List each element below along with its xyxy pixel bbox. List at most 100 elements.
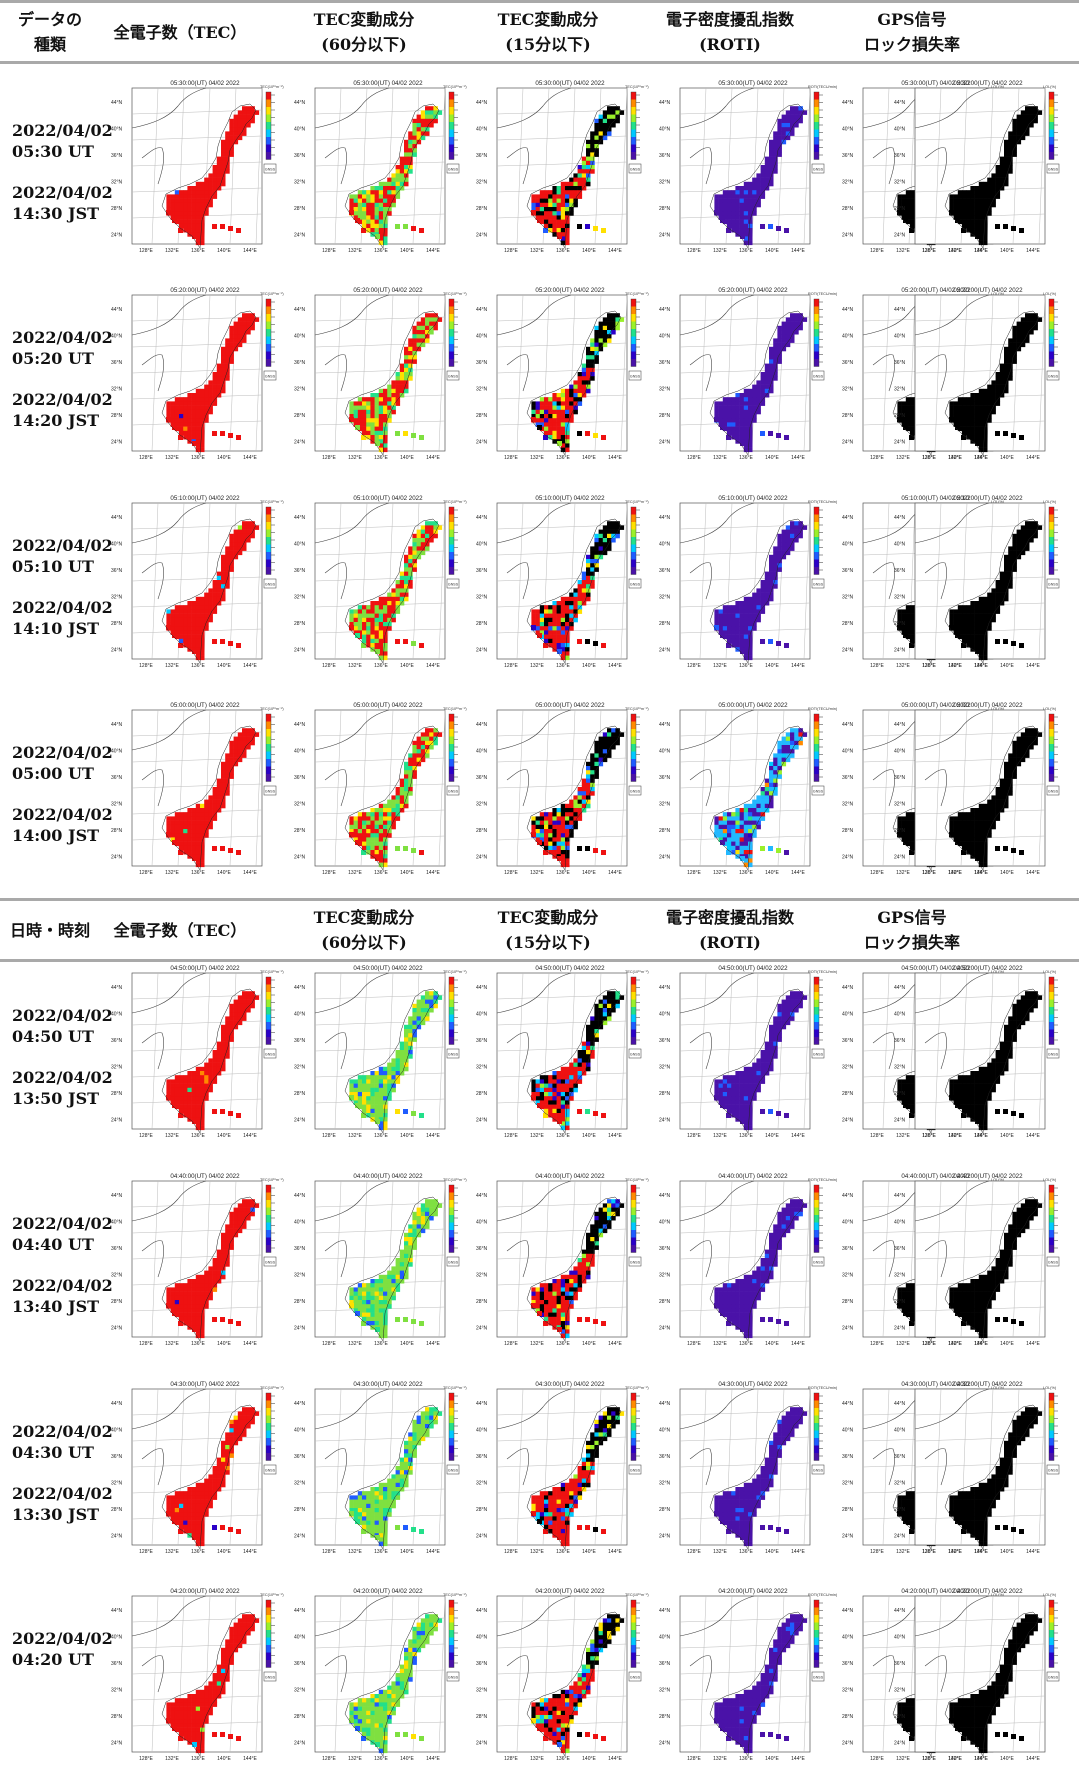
map-frame (680, 503, 810, 663)
lat-label: 28°N (111, 1714, 123, 1720)
lon-label: 144°E (1026, 1133, 1040, 1139)
column-header-text: 電子密度擾乱指数 (666, 905, 794, 930)
lat-label: 40°N (894, 1428, 906, 1434)
colorbar-unit: LOL(%) (1043, 1386, 1057, 1390)
colorbar: TEC(10¹⁶m⁻²)GNSS (625, 970, 649, 1058)
lon-label: 140°E (582, 870, 596, 876)
lat-label: 24°N (294, 855, 306, 861)
map-timestamp: 05:00:00(UT) 04/02 2022 (170, 702, 240, 709)
lat-label: 36°N (111, 360, 123, 366)
map-timestamp: 05:20:00(UT) 04/02 2022 (953, 287, 1023, 294)
lat-label: 36°N (659, 1246, 671, 1252)
column-header-text: 全電子数（TEC） (114, 20, 247, 45)
colorbar-unit: LOL(%) (1043, 707, 1057, 711)
ut-time: 05:00 UT (12, 763, 113, 784)
lat-label: 40°N (842, 749, 854, 755)
lat-label: 36°N (894, 360, 906, 366)
gnss-logo: GNSS (448, 1053, 459, 1057)
lon-label: 132°E (530, 1756, 544, 1762)
column-header-text: 全電子数（TEC） (114, 918, 247, 943)
map-timestamp: 05:00:00(UT) 04/02 2022 (718, 702, 788, 709)
column-header-1: 日時・時刻 (0, 901, 100, 959)
lat-label: 24°N (659, 233, 671, 239)
lon-label: 140°E (765, 1549, 779, 1555)
colorbar: ROTI(TECU/min)GNSS (808, 707, 838, 795)
colorbar: TEC(10¹⁶m⁻²)GNSS (443, 500, 467, 588)
lat-label: 24°N (842, 233, 854, 239)
lon-label: 128°E (139, 248, 153, 254)
lat-label: 28°N (294, 1714, 306, 1720)
lon-label: 140°E (582, 1756, 596, 1762)
column-header-text: (ROTI) (699, 930, 761, 955)
lat-label: 44°N (659, 1608, 671, 1614)
ionosphere-map: 04:40:00(UT) 04/02 202244°N40°N36°N32°N2… (110, 1171, 290, 1353)
lat-label: 24°N (659, 1741, 671, 1747)
lon-label: 140°E (582, 1549, 596, 1555)
lon-label: 140°E (400, 455, 414, 461)
lat-label: 24°N (294, 1534, 306, 1540)
lat-label: 44°N (842, 515, 854, 521)
lat-label: 36°N (476, 1038, 488, 1044)
lon-label: 128°E (922, 1549, 936, 1555)
lon-label: 136°E (739, 1756, 753, 1762)
lon-label: 136°E (191, 455, 205, 461)
lat-label: 24°N (294, 648, 306, 654)
ut-date: 2022/04/02 (12, 1421, 113, 1442)
lon-label: 132°E (948, 1341, 962, 1347)
lat-label: 24°N (894, 1741, 906, 1747)
lat-label: 40°N (294, 1012, 306, 1018)
lat-label: 40°N (111, 127, 123, 133)
colorbar: LOL(%)GNSS (1043, 500, 1059, 588)
gnss-logo: GNSS (265, 1676, 276, 1680)
lon-label: 140°E (1000, 870, 1014, 876)
lon-label: 132°E (165, 455, 179, 461)
lat-label: 44°N (476, 985, 488, 991)
lat-label: 40°N (476, 1220, 488, 1226)
ionosphere-map: 05:00:00(UT) 04/02 202244°N40°N36°N32°N2… (475, 700, 655, 882)
colorbar-unit: TEC(10¹⁶m⁻²) (260, 292, 284, 296)
lon-label: 144°E (426, 1133, 440, 1139)
map-frame (315, 1596, 445, 1756)
lon-label: 132°E (713, 1133, 727, 1139)
gnss-logo: GNSS (630, 1676, 641, 1680)
column-header-row: 日時・時刻全電子数（TEC）TEC変動成分(60分以下)TEC変動成分(15分以… (0, 898, 1079, 962)
lat-label: 28°N (842, 413, 854, 419)
ut-date: 2022/04/02 (12, 742, 113, 763)
lat-label: 40°N (111, 749, 123, 755)
lat-label: 32°N (111, 1065, 123, 1071)
lat-label: 28°N (842, 1714, 854, 1720)
lon-label: 144°E (791, 870, 805, 876)
map-frame (132, 973, 262, 1133)
map-frame (680, 295, 810, 455)
lon-label: 128°E (687, 870, 701, 876)
lat-label: 24°N (894, 855, 906, 861)
lon-label: 132°E (530, 870, 544, 876)
jst-time: 14:30 JST (12, 203, 113, 224)
lat-label: 40°N (476, 334, 488, 340)
colorbar-unit: ROTI(TECU/min) (808, 85, 838, 89)
lon-label: 132°E (165, 248, 179, 254)
colorbar-unit: LOL(%) (1043, 292, 1057, 296)
lat-label: 40°N (111, 542, 123, 548)
column-header-text: (15分以下) (505, 930, 590, 955)
lon-label: 140°E (217, 1549, 231, 1555)
lon-label: 132°E (948, 248, 962, 254)
lon-label: 132°E (530, 1133, 544, 1139)
ionosphere-map: 04:50:00(UT) 04/02 202244°N40°N36°N32°N2… (658, 963, 838, 1145)
lon-label: 128°E (504, 870, 518, 876)
colorbar-unit: LOL(%) (1043, 85, 1057, 89)
lat-label: 24°N (294, 1118, 306, 1124)
lon-label: 140°E (1000, 1341, 1014, 1347)
colorbar: LOL(%)GNSS (1043, 1386, 1059, 1474)
ionosphere-map: 05:10:00(UT) 04/02 202244°N40°N36°N32°N2… (893, 493, 1073, 675)
map-frame (497, 1181, 627, 1341)
colorbar-unit: LOL(%) (1043, 1593, 1057, 1597)
lon-label: 140°E (582, 1341, 596, 1347)
lon-label: 128°E (922, 1341, 936, 1347)
